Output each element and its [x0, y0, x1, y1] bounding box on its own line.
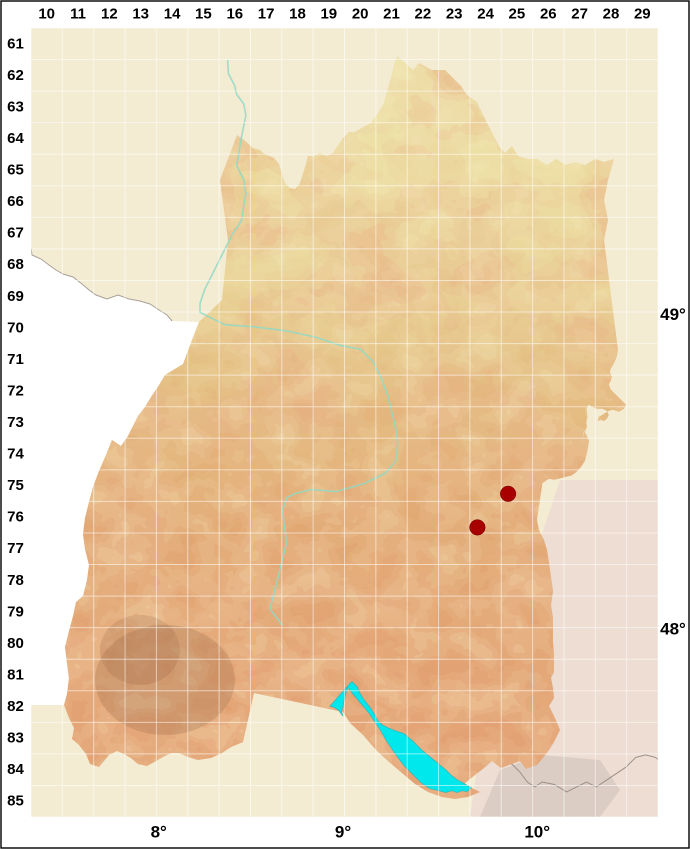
- svg-text:14: 14: [164, 6, 181, 23]
- svg-text:61: 61: [7, 35, 24, 52]
- svg-text:28: 28: [603, 6, 620, 23]
- svg-text:77: 77: [7, 540, 24, 557]
- svg-text:20: 20: [352, 6, 369, 23]
- svg-text:62: 62: [7, 67, 24, 84]
- svg-text:79: 79: [7, 603, 24, 620]
- svg-text:69: 69: [7, 288, 24, 305]
- svg-text:66: 66: [7, 193, 24, 210]
- svg-text:71: 71: [7, 351, 24, 368]
- svg-text:29: 29: [634, 6, 651, 23]
- svg-text:22: 22: [415, 6, 432, 23]
- svg-text:27: 27: [571, 6, 588, 23]
- svg-text:49°: 49°: [660, 305, 686, 324]
- svg-text:75: 75: [7, 477, 24, 494]
- svg-text:48°: 48°: [660, 619, 686, 638]
- svg-text:83: 83: [7, 730, 24, 747]
- svg-text:85: 85: [7, 793, 24, 810]
- svg-text:72: 72: [7, 382, 24, 399]
- svg-text:74: 74: [7, 446, 24, 463]
- svg-text:68: 68: [7, 256, 24, 273]
- svg-text:63: 63: [7, 98, 24, 115]
- svg-text:64: 64: [7, 130, 24, 147]
- svg-text:19: 19: [320, 6, 337, 23]
- svg-text:82: 82: [7, 698, 24, 715]
- svg-text:81: 81: [7, 667, 24, 684]
- svg-text:70: 70: [7, 319, 24, 336]
- svg-text:78: 78: [7, 572, 24, 589]
- svg-text:11: 11: [70, 6, 86, 23]
- svg-text:21: 21: [383, 6, 400, 23]
- svg-text:67: 67: [7, 225, 24, 242]
- svg-text:24: 24: [477, 6, 494, 23]
- svg-text:73: 73: [7, 414, 24, 431]
- svg-text:25: 25: [509, 6, 526, 23]
- svg-text:8°: 8°: [151, 823, 167, 842]
- svg-text:76: 76: [7, 509, 24, 526]
- svg-text:26: 26: [540, 6, 557, 23]
- svg-text:18: 18: [289, 6, 306, 23]
- svg-text:9°: 9°: [335, 823, 351, 842]
- svg-text:17: 17: [258, 6, 275, 23]
- svg-text:16: 16: [226, 6, 243, 23]
- svg-text:10°: 10°: [524, 823, 550, 842]
- svg-text:80: 80: [7, 635, 24, 652]
- svg-text:10: 10: [38, 6, 55, 23]
- svg-text:23: 23: [446, 6, 463, 23]
- svg-text:65: 65: [7, 162, 24, 179]
- svg-text:12: 12: [101, 6, 118, 23]
- svg-text:13: 13: [132, 6, 149, 23]
- svg-text:84: 84: [7, 761, 24, 778]
- svg-text:15: 15: [195, 6, 212, 23]
